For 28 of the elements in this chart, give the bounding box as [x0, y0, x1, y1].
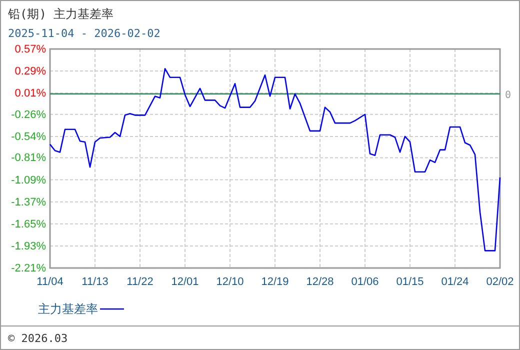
- x-tick-label: 11/13: [82, 276, 108, 288]
- line-series: [49, 68, 501, 252]
- x-tick-label: 11/04: [36, 276, 64, 288]
- x-tick-label: 12/19: [261, 276, 289, 288]
- x-tick-label: 01/24: [441, 276, 469, 288]
- chart-title: 铅(期) 主力基差率: [7, 7, 114, 21]
- y-tick-label: -0.81%: [11, 152, 46, 164]
- y-tick-label: -1.65%: [11, 218, 46, 230]
- text: © 2026.03: [8, 332, 68, 345]
- x-tick-label: 11/22: [126, 276, 154, 288]
- y-tick-label: 0.01%: [14, 88, 46, 100]
- y-tick-label: -1.09%: [11, 174, 46, 186]
- y-tick-label: -0.54%: [11, 130, 46, 143]
- y-tick-label: -0.26%: [11, 108, 46, 121]
- y-tick-label: 0.29%: [14, 66, 46, 78]
- y-tick-label: -1.37%: [11, 196, 46, 208]
- x-tick-label: 12/28: [306, 276, 334, 288]
- ref-line-label: 0: [505, 90, 512, 101]
- x-tick-label: 01/15: [396, 276, 424, 288]
- y-tick-label: -2.21%: [11, 262, 46, 275]
- x-tick-label: 12/01: [171, 276, 199, 288]
- x-tick-label: 02/02: [486, 276, 514, 288]
- x-tick-label: 01/06: [351, 276, 379, 288]
- y-tick-label: -1.93%: [11, 240, 46, 252]
- chart-subtitle: 2025-11-04 - 2026-02-02: [8, 27, 160, 40]
- legend-label: 主力基差率: [38, 302, 98, 316]
- x-tick-label: 12/10: [216, 276, 244, 288]
- y-tick-label: 0.57%: [14, 44, 46, 56]
